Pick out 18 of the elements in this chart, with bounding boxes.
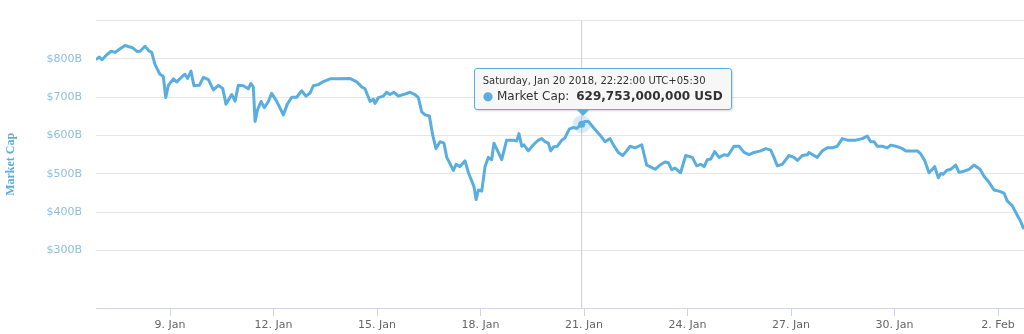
y-tick-label: $600B [46,128,82,142]
x-tick-label: 24. Jan [668,318,707,332]
annotation: ● Market Cap: 629,753,000,000 USD [482,88,723,106]
x-tick-label: 12. Jan [254,318,293,332]
y-tick-label: $400B [46,205,82,219]
annotation: Saturday, Jan 20 2018, 22:22:00 UTC+05:30 [482,74,707,89]
x-tick-label: 21. Jan [565,318,604,332]
x-tick-label: 30. Jan [875,318,914,332]
y-tick-label: $500B [46,166,82,180]
x-tick-label: 15. Jan [358,318,397,332]
x-tick-label: 18. Jan [461,318,500,332]
y-axis-title: Market Cap [3,132,18,196]
x-tick-label: 9. Jan [154,318,186,332]
x-tick-label: 27. Jan [772,318,811,332]
y-tick-label: $800B [46,51,82,65]
y-tick-label: $700B [46,90,82,104]
y-tick-label: $300B [46,243,82,257]
x-tick-label: 2. Feb [981,318,1015,332]
